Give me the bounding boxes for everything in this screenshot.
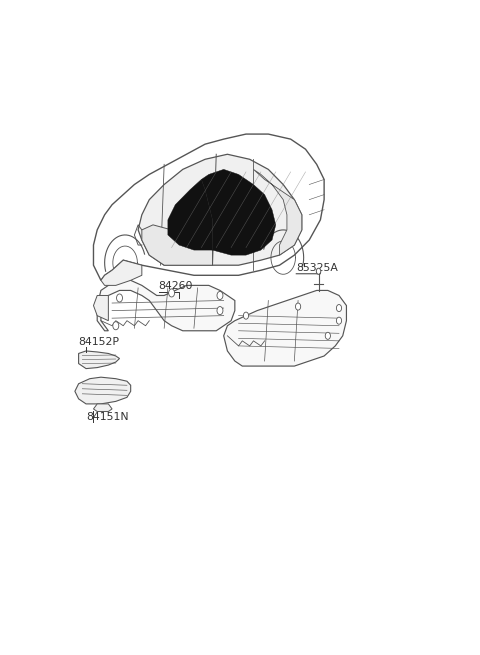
Polygon shape [138, 155, 302, 265]
Polygon shape [168, 179, 213, 250]
Text: 84152P: 84152P [79, 337, 120, 347]
Circle shape [336, 317, 342, 324]
Text: 84260: 84260 [158, 282, 193, 291]
Text: 84151N: 84151N [86, 411, 129, 422]
Circle shape [168, 289, 175, 297]
Polygon shape [94, 134, 324, 280]
Circle shape [336, 305, 342, 312]
Polygon shape [94, 404, 112, 411]
Polygon shape [79, 351, 120, 369]
Circle shape [217, 291, 223, 299]
Polygon shape [75, 377, 131, 404]
Polygon shape [94, 295, 108, 321]
Circle shape [117, 294, 122, 302]
Polygon shape [101, 260, 142, 286]
Circle shape [113, 322, 119, 329]
Circle shape [316, 269, 321, 274]
Circle shape [325, 332, 330, 339]
Polygon shape [97, 280, 235, 331]
Polygon shape [253, 170, 302, 255]
Circle shape [296, 303, 300, 310]
Polygon shape [142, 225, 213, 265]
Polygon shape [224, 290, 347, 366]
Circle shape [243, 312, 249, 319]
Text: 85325A: 85325A [296, 263, 338, 272]
Polygon shape [202, 170, 276, 255]
Circle shape [217, 307, 223, 314]
